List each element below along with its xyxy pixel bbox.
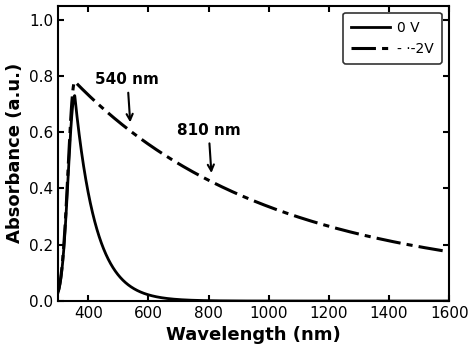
-2V [72,79,78,84]
-2V [205,178,211,182]
0 V [447,299,452,303]
Text: 810 nm: 810 nm [177,123,240,171]
-2V [222,186,228,190]
0 V [55,290,61,294]
-2V [123,126,129,130]
0 V [72,93,77,98]
-2V [55,289,61,294]
Text: 540 nm: 540 nm [95,72,159,120]
-2V [100,106,106,111]
X-axis label: Wavelength (nm): Wavelength (nm) [166,327,341,344]
Line: 0 V: 0 V [58,96,449,301]
0 V [439,299,445,303]
-2V [439,248,445,253]
Y-axis label: Absorbance (a.u.): Absorbance (a.u.) [6,63,24,243]
0 V [123,281,129,285]
0 V [397,299,402,303]
0 V [100,245,106,249]
0 V [222,299,228,303]
-2V [397,241,402,245]
-2V [447,250,452,254]
Line: -2V: -2V [58,82,449,292]
0 V [205,299,211,303]
Legend: 0 V, - ·-2V: 0 V, - ·-2V [343,13,442,64]
